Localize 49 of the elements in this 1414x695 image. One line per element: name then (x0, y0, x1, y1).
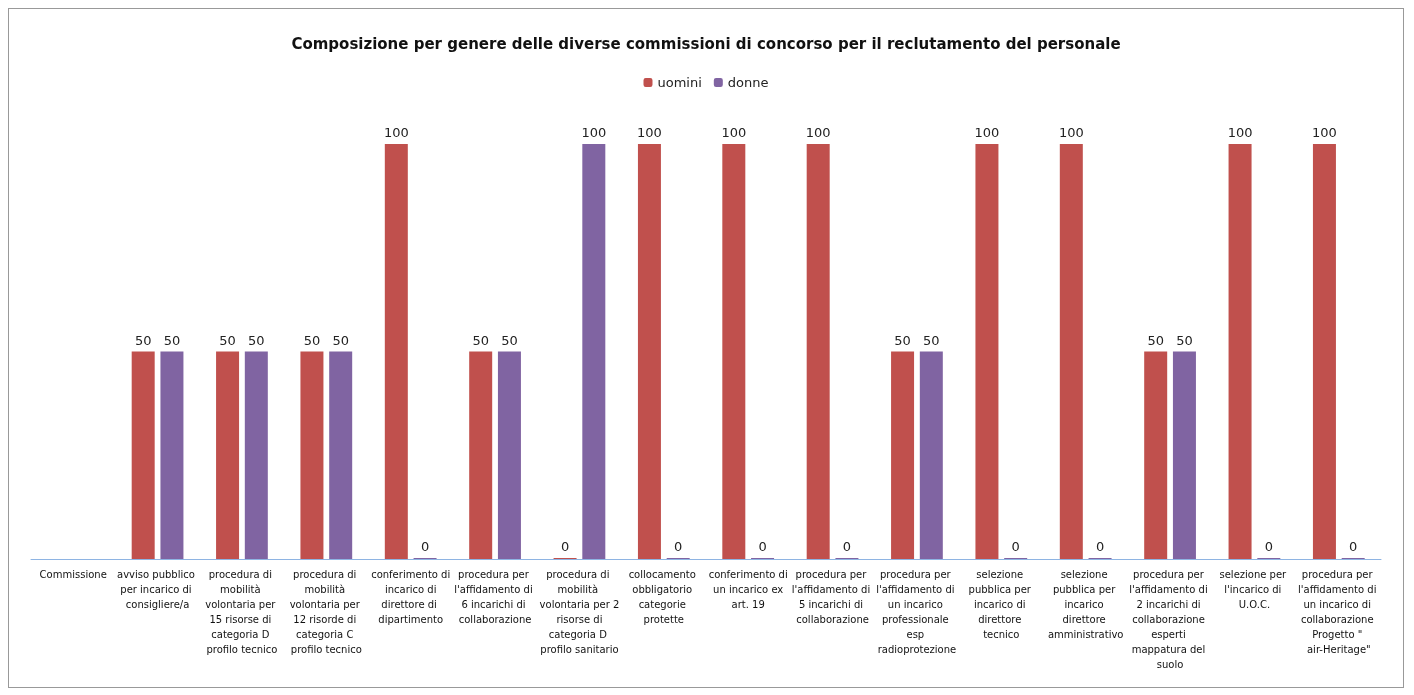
x-tick-label: avviso pubblico per incarico di consigliere/a (117, 569, 199, 610)
x-tick-label: selezione pubblica per incarico direttore amministrativo (1047, 569, 1124, 640)
data-label: 50 (303, 332, 321, 348)
data-label: 0 (1264, 539, 1273, 554)
x-tick-label: collocamento obbligatorio categorie protette (628, 569, 699, 625)
data-label: 100 (637, 125, 662, 140)
x-tick-label: procedura di mobilità volontaria per 2 risorse di categoria D profilo sanitario (539, 569, 620, 655)
data-label: 50 (332, 332, 349, 348)
data-label: 100 (805, 125, 831, 140)
data-label: 50 (219, 332, 236, 348)
data-label: 0 (1011, 539, 1020, 554)
data-label: 0 (674, 539, 683, 554)
data-label: 50 (501, 332, 518, 348)
data-label: 100 (1227, 125, 1253, 140)
data-label: 0 (1349, 539, 1358, 554)
data-label: 50 (1176, 332, 1193, 348)
data-label: 0 (758, 539, 767, 554)
legend-label: uomini (657, 75, 702, 90)
data-label: 100 (974, 125, 1000, 140)
x-tick-label: conferimento di incarico di direttore di dipartimento (371, 569, 451, 625)
data-label: 50 (894, 332, 911, 348)
data-label: 0 (560, 539, 570, 554)
data-label: 50 (472, 332, 489, 348)
x-tick-label: procedura di mobilità volontaria per 12 risorde di categoria C profilo tecnico (289, 569, 363, 655)
data-label: 50 (134, 332, 152, 348)
x-tick-label: procedura di mobilità volontaria per 15 risorse di categoria D profilo tecnico (205, 569, 279, 655)
x-tick-label: procedura per l'affidamento di 6 incarichi di collaborazione (454, 569, 536, 625)
data-label: 0 (420, 539, 430, 554)
data-label: 50 (923, 332, 940, 348)
data-label: 50 (248, 332, 265, 348)
x-tick-label: conferimento di un incarico ex art. 19 (708, 569, 788, 610)
x-tick-label: procedura per l'affidamento di 5 incarichi di collaborazione (791, 569, 874, 625)
data-label: 100 (721, 125, 747, 140)
data-label: 50 (163, 332, 181, 348)
x-tick-label: procedura per l'affidamento di 2 incarichi di collaborazione esperti mappatura del suolo (1129, 569, 1211, 670)
data-label: 100 (581, 125, 607, 140)
x-tick-label: selezione pubblica per incarico di direttore tecnico (968, 569, 1035, 640)
legend-label: donne (727, 75, 769, 90)
x-tick-label: procedura per l'affidamento di un incarico professionale esp radioprotezione (876, 569, 958, 655)
chart-title: Composizione per genere delle diverse commissioni di concorso per il reclutamento del personale (291, 34, 1121, 53)
x-tick-label: selezione per l'incarico di U.O.C. (1219, 569, 1290, 610)
data-label: 100 (383, 125, 409, 140)
data-label: 100 (1058, 125, 1084, 140)
data-label: 0 (842, 539, 852, 554)
data-label: 0 (1095, 539, 1105, 554)
data-label: 100 (1312, 125, 1337, 140)
data-label: 50 (1147, 332, 1164, 348)
x-tick-label: procedura per l'affidamento di un incarico di collaborazione Progetto " air-Heritage" (1298, 569, 1380, 655)
x-tick-label: Commissione (39, 569, 107, 580)
